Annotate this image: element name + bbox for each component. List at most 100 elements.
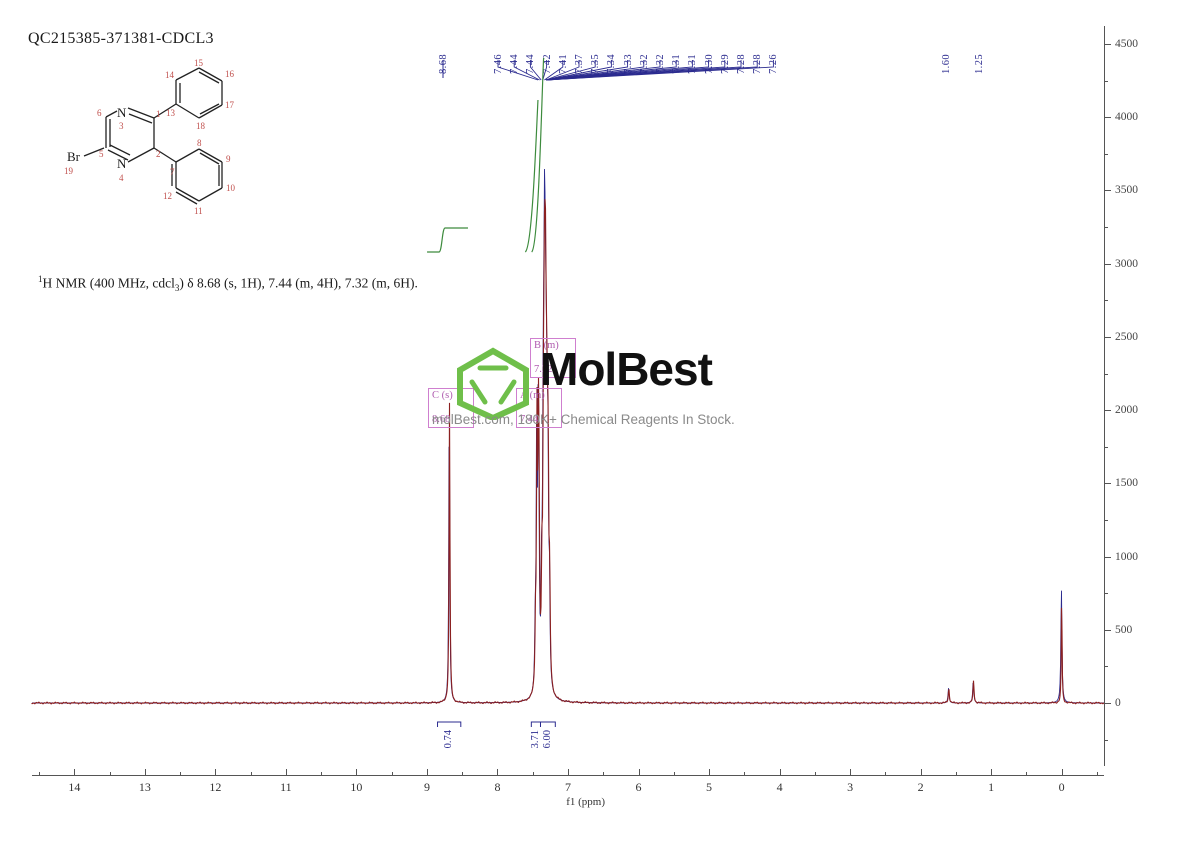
multiplet-box: A (m) 7.44 <box>516 388 562 428</box>
x-axis-minor-tick <box>391 772 393 775</box>
x-axis-tick <box>779 769 781 775</box>
x-axis-tick-label: 3 <box>847 780 854 794</box>
x-axis-line <box>32 775 1104 776</box>
x-axis-tick-label: 7 <box>565 780 571 794</box>
peak-leader-line <box>545 60 596 81</box>
x-axis-tick-label: 4 <box>776 780 783 794</box>
x-axis-tick-label: 10 <box>350 780 363 794</box>
integration-value: 3.71 <box>529 730 541 749</box>
svg-text:11: 11 <box>194 206 203 216</box>
x-axis-minor-tick <box>250 772 252 775</box>
x-axis-minor-tick <box>1026 772 1028 775</box>
y-axis-tick-label: 4000 <box>1115 111 1138 124</box>
x-axis-tick <box>144 769 146 775</box>
x-axis-minor-tick <box>885 772 887 775</box>
y-axis-tick <box>1104 629 1111 631</box>
peak-leader-line <box>542 60 548 81</box>
y-axis-tick <box>1104 190 1111 192</box>
x-axis-tick <box>709 769 711 775</box>
peak-leader-line <box>544 60 564 81</box>
x-axis-tick <box>497 769 499 775</box>
y-axis-tick-label: 4500 <box>1115 38 1138 50</box>
integration-value: 0.74 <box>443 730 455 749</box>
x-axis-minor-tick <box>1096 772 1098 775</box>
y-axis-tick <box>1104 336 1111 338</box>
multiplet-header: A (m) <box>520 390 545 401</box>
svg-text:3: 3 <box>119 121 124 131</box>
x-axis-minor-tick <box>814 772 816 775</box>
x-axis-minor-tick <box>532 772 534 775</box>
svg-text:10: 10 <box>226 183 236 193</box>
peak-leader-line <box>545 60 612 81</box>
y-axis-line <box>1104 26 1105 766</box>
peak-leader-line <box>545 60 774 81</box>
peak-leader-line <box>513 60 540 81</box>
peak-leader-line <box>545 60 661 81</box>
x-axis-minor-tick <box>462 772 464 775</box>
integration-bracket <box>437 721 462 727</box>
x-axis-tick-label: 14 <box>68 780 81 794</box>
svg-text:2: 2 <box>156 149 161 159</box>
y-axis-tick-label: 500 <box>1115 623 1133 636</box>
y-axis-tick-label: 3000 <box>1115 257 1138 270</box>
y-axis-minor-tick <box>1104 300 1108 302</box>
y-axis-tick-label: 2500 <box>1115 330 1138 343</box>
peak-leader-line <box>545 60 645 81</box>
peak-leader-line <box>545 60 580 81</box>
y-axis-minor-tick <box>1104 739 1108 741</box>
y-axis-tick-label: 3500 <box>1115 184 1138 197</box>
svg-text:13: 13 <box>166 108 176 118</box>
x-axis-tick <box>356 769 358 775</box>
x-axis-tick <box>850 769 852 775</box>
multiplet-box: B (m) 7.32 <box>530 338 576 378</box>
y-axis-tick <box>1104 117 1111 119</box>
y-axis-tick-label: 1000 <box>1115 550 1138 563</box>
x-axis-tick-label: 6 <box>635 780 642 794</box>
x-axis-minor-tick <box>673 772 675 775</box>
x-axis-tick <box>568 769 569 775</box>
y-axis-tick <box>1104 556 1111 558</box>
x-axis-tick-label: 9 <box>423 780 430 794</box>
x-axis-tick <box>991 769 993 775</box>
y-axis-minor-tick <box>1104 80 1108 82</box>
y-axis-tick-label: 2000 <box>1115 404 1138 417</box>
x-axis-minor-tick <box>39 772 41 775</box>
y-axis-minor-tick <box>1104 446 1108 448</box>
y-axis-minor-tick <box>1104 227 1108 229</box>
integration-value: 6.00 <box>541 730 553 749</box>
integration-bracket <box>530 721 541 727</box>
caption-main: H NMR (400 MHz, cdcl <box>42 275 175 291</box>
svg-text:16: 16 <box>225 69 235 79</box>
peak-leader-lines <box>442 60 774 81</box>
x-axis-minor-tick <box>603 772 605 775</box>
molecular-structure-diagram: N N Br 1 2 3 4 5 6 7 8 9 10 11 12 13 14 … <box>24 44 284 234</box>
x-axis-tick <box>426 769 428 775</box>
svg-text:15: 15 <box>194 58 204 68</box>
y-axis-minor-tick <box>1104 153 1108 155</box>
multiplet-box: C (s) 8.68 <box>428 388 474 428</box>
atom-label-n4: N <box>117 156 127 171</box>
page-title: QC215385-371381-CDCL3 <box>28 30 214 47</box>
x-axis-minor-tick <box>321 772 323 775</box>
x-axis-tick-label: 0 <box>1058 780 1065 794</box>
y-axis-minor-tick <box>1104 666 1108 668</box>
integral-curve <box>531 57 545 253</box>
x-axis-tick <box>285 769 287 775</box>
peak-leader-line <box>545 60 629 81</box>
svg-text:8: 8 <box>197 138 202 148</box>
svg-text:9: 9 <box>226 154 231 164</box>
y-axis-tick-label: 1500 <box>1115 477 1138 490</box>
main-trace <box>31 199 1105 705</box>
peak-leader-line <box>529 60 542 81</box>
multiplet-header: C (s) <box>432 390 453 401</box>
integration-bracket <box>539 721 556 727</box>
x-axis-minor-tick <box>955 772 957 775</box>
x-axis-tick-label: 11 <box>280 780 292 794</box>
caption-suffix: ) δ 8.68 (s, 1H), 7.44 (m, 4H), 7.32 (m,… <box>179 275 418 291</box>
svg-text:18: 18 <box>196 121 206 131</box>
multiplet-header: B (m) <box>534 340 559 351</box>
nmr-caption: 1H NMR (400 MHz, cdcl3) δ 8.68 (s, 1H), … <box>38 274 418 293</box>
